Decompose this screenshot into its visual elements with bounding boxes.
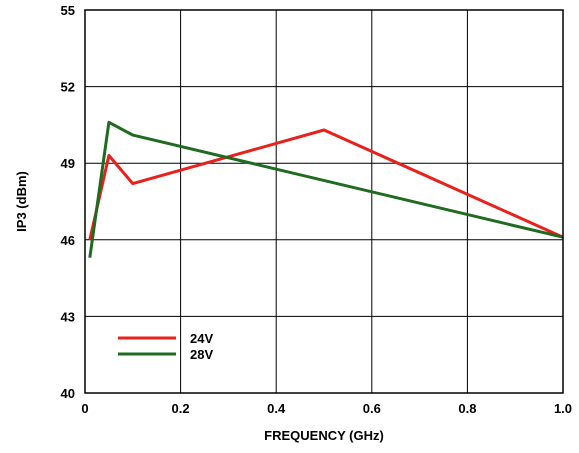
y-axis-label: IP3 (dBm) xyxy=(14,171,29,232)
series-lines xyxy=(88,120,564,258)
y-tick-label: 46 xyxy=(61,233,75,248)
tick-labels: 0 0.2 0.4 0.6 0.8 1.0 40 43 46 49 52 55 xyxy=(61,3,573,416)
legend-label-24v: 24V xyxy=(190,331,213,346)
plot-frame xyxy=(84,9,564,394)
y-tick-label: 55 xyxy=(61,3,75,18)
x-tick-label: 0.8 xyxy=(458,401,476,416)
x-tick-label: 0.2 xyxy=(172,401,190,416)
grid xyxy=(85,10,563,393)
y-tick-label: 43 xyxy=(61,309,75,324)
x-axis-label: FREQUENCY (GHz) xyxy=(264,428,384,443)
y-tick-label: 40 xyxy=(61,386,75,401)
x-tick-label: 0 xyxy=(81,401,88,416)
y-tick-label: 49 xyxy=(61,156,75,171)
series-line-24v xyxy=(88,128,564,241)
legend-label-28v: 28V xyxy=(190,347,213,362)
x-tick-label: 0.4 xyxy=(267,401,286,416)
y-tick-label: 52 xyxy=(61,80,75,95)
series-line-28v xyxy=(88,120,564,258)
x-tick-label: 1.0 xyxy=(554,401,572,416)
x-tick-label: 0.6 xyxy=(363,401,381,416)
